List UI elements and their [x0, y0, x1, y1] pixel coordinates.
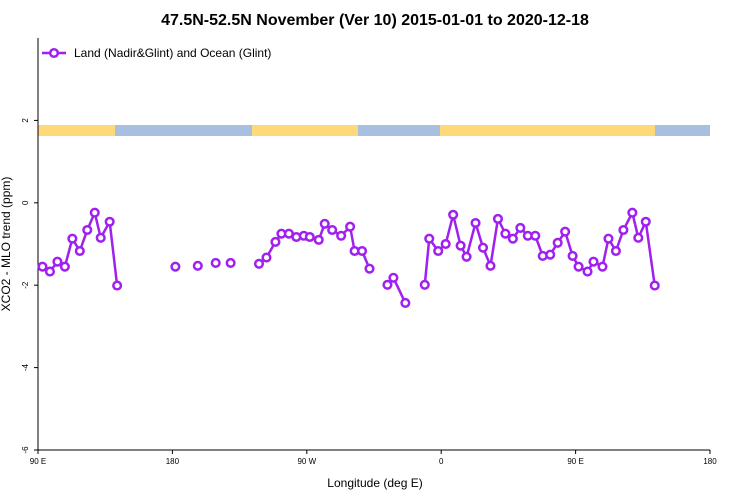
data-point: [82, 224, 93, 236]
data-point: [304, 231, 315, 243]
data-point: [552, 237, 563, 248]
data-point: [424, 233, 435, 244]
data-point: [582, 266, 593, 277]
data-point: [388, 272, 399, 283]
data-point: [336, 230, 347, 241]
data-point: [225, 257, 236, 269]
data-point: [319, 218, 330, 229]
ocean-band: [115, 125, 252, 136]
data-point: [567, 250, 578, 261]
data-point: [37, 261, 48, 272]
data-point: [74, 245, 85, 257]
data-point: [477, 242, 489, 253]
y-tick-label: -4: [21, 363, 30, 371]
data-point: [261, 252, 272, 263]
y-tick-label: 0: [21, 200, 30, 205]
x-axis-label: Longitude (deg E): [327, 476, 422, 490]
data-point: [345, 221, 356, 232]
data-point: [419, 279, 430, 290]
data-point: [67, 233, 78, 244]
data-point: [253, 258, 265, 269]
ocean-band: [655, 125, 710, 136]
data-point: [603, 233, 614, 244]
surface-strip: [38, 125, 710, 136]
data-point: [210, 257, 221, 269]
x-tick-label: 90 E: [567, 457, 583, 466]
chart-title: 47.5N-52.5N November (Ver 10) 2015-01-01…: [161, 12, 589, 29]
data-point: [461, 251, 472, 262]
data-point: [364, 263, 375, 274]
data-point: [313, 234, 324, 245]
data-point: [440, 238, 451, 250]
data-point: [433, 245, 444, 257]
y-tick-label: 2: [21, 118, 30, 123]
data-point: [455, 240, 466, 251]
data-point: [588, 256, 599, 267]
data-point: [470, 217, 481, 229]
data-point: [649, 280, 660, 291]
data-point: [507, 233, 518, 244]
data-point: [59, 261, 70, 272]
data-point: [44, 266, 55, 277]
y-tick-label: -2: [21, 281, 30, 289]
data-point: [500, 228, 511, 239]
x-tick-label: 90 W: [297, 457, 316, 466]
data-point: [485, 260, 496, 271]
land-band: [38, 125, 115, 136]
ocean-band: [358, 125, 440, 136]
legend-label: Land (Nadir&Glint) and Ocean (Glint): [74, 46, 271, 60]
data-point: [112, 280, 123, 291]
x-tick-label: 180: [166, 457, 180, 466]
data-point: [170, 261, 181, 272]
x-tick-label: 90 E: [30, 457, 46, 466]
data-point: [573, 261, 584, 272]
data-point: [530, 230, 541, 241]
data-point: [618, 224, 629, 236]
data-point: [610, 245, 621, 257]
land-band: [440, 125, 655, 136]
data-point: [357, 245, 368, 257]
data-point: [89, 207, 100, 218]
data-point: [52, 256, 63, 267]
data-point: [545, 249, 556, 260]
data-point: [515, 222, 526, 233]
data-point: [640, 216, 651, 227]
data-point: [382, 279, 393, 290]
x-tick-label: 0: [439, 457, 444, 466]
data-point: [560, 226, 571, 237]
data-point: [270, 236, 281, 247]
data-point: [95, 232, 106, 243]
data-point: [492, 213, 503, 224]
data-point: [627, 207, 638, 218]
data-point: [448, 209, 459, 220]
data-point: [327, 224, 338, 236]
y-axis-label: XCO2 - MLO trend (ppm): [0, 177, 13, 312]
data-point: [104, 216, 115, 227]
legend-marker: [48, 47, 60, 59]
data-point: [597, 261, 608, 272]
data-point: [192, 260, 203, 271]
data-point: [400, 297, 411, 308]
data-point: [633, 232, 644, 243]
y-tick-label: -6: [21, 446, 30, 454]
land-band: [252, 125, 358, 136]
x-tick-label: 180: [703, 457, 717, 466]
